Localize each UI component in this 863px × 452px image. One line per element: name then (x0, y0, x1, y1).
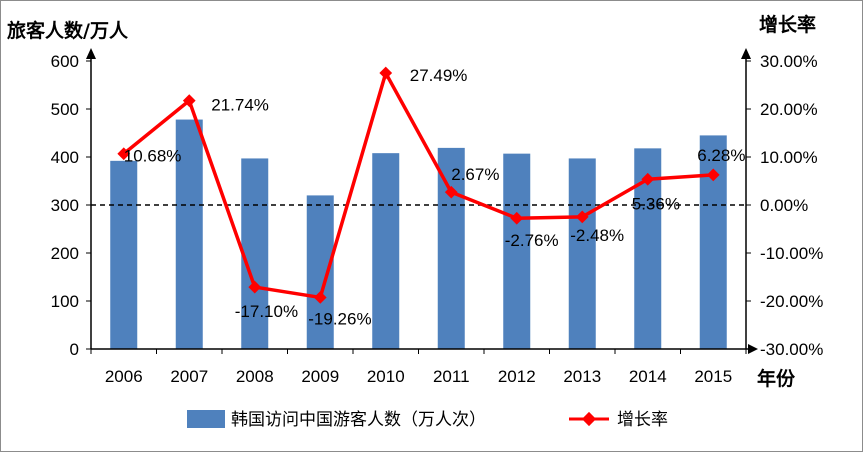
left-tick-label: 400 (51, 148, 79, 167)
growth-data-label: 21.74% (211, 96, 269, 115)
x-tick-label: 2008 (236, 367, 274, 386)
bar-2008 (241, 158, 269, 349)
growth-data-label: 2.67% (451, 165, 499, 184)
bar-2006 (110, 160, 138, 349)
bar-2013 (568, 158, 596, 349)
left-tick-label: 0 (70, 340, 79, 359)
right-tick-label: 30.00% (760, 52, 818, 71)
growth-marker-2010 (379, 66, 393, 80)
x-axis-title: 年份 (757, 367, 796, 390)
growth-data-label: -2.48% (570, 226, 624, 245)
right-tick-label: -30.00% (760, 340, 823, 359)
x-tick-label: 2013 (563, 367, 601, 386)
growth-data-label: -19.26% (308, 309, 371, 328)
left-axis-arrow (86, 48, 96, 59)
x-tick-label: 2014 (629, 367, 667, 386)
right-tick-label: 20.00% (760, 100, 818, 119)
x-tick-label: 2007 (170, 367, 208, 386)
growth-rate-line (122, 71, 714, 300)
x-tick-label: 2010 (367, 367, 405, 386)
right-axis-title: 增长率 (759, 13, 816, 36)
bar-2012 (503, 153, 531, 349)
bar-2010 (372, 153, 400, 349)
right-tick-label: 0.00% (760, 196, 808, 215)
right-tick-label: 10.00% (760, 148, 818, 167)
bar-2011 (437, 147, 465, 349)
right-axis-arrow (741, 48, 751, 59)
growth-marker-2006 (117, 147, 131, 161)
growth-data-label: 6.28% (697, 146, 745, 165)
x-tick-label: 2009 (301, 367, 339, 386)
left-tick-label: 100 (51, 292, 79, 311)
growth-marker-2011 (444, 185, 458, 199)
legend: 韩国访问中国游客人数（万人次） 增长率 (187, 410, 668, 430)
left-tick-label: 500 (51, 100, 79, 119)
growth-marker-2008 (248, 280, 262, 294)
left-tick-label: 300 (51, 196, 79, 215)
legend-line-label: 增长率 (617, 410, 668, 430)
growth-data-label: -2.76% (505, 231, 559, 250)
left-tick-label: 600 (51, 52, 79, 71)
growth-data-label: 27.49% (410, 66, 468, 85)
legend-bar-label: 韩国访问中国游客人数（万人次） (231, 410, 486, 430)
bar-2007 (175, 119, 203, 349)
x-tick-label: 2011 (433, 367, 470, 386)
bar-2015 (699, 135, 727, 349)
x-tick-label: 2012 (498, 367, 536, 386)
growth-marker-2007 (182, 94, 196, 108)
growth-data-label: 10.68% (124, 147, 182, 166)
x-tick-label: 2006 (105, 367, 143, 386)
left-axis-title: 旅客人数/万人 (7, 19, 129, 42)
legend-line-marker (581, 411, 597, 427)
x-tick-label: 2015 (694, 367, 732, 386)
growth-marker-2009 (313, 291, 327, 304)
x-axis-arrow (748, 344, 758, 354)
left-tick-label: 200 (51, 244, 79, 263)
right-tick-label: -20.00% (760, 292, 823, 311)
legend-bar-swatch (187, 410, 225, 428)
growth-data-label: -17.10% (235, 302, 298, 321)
growth-data-label: 5.36% (632, 194, 680, 213)
right-tick-label: -10.00% (760, 244, 823, 263)
